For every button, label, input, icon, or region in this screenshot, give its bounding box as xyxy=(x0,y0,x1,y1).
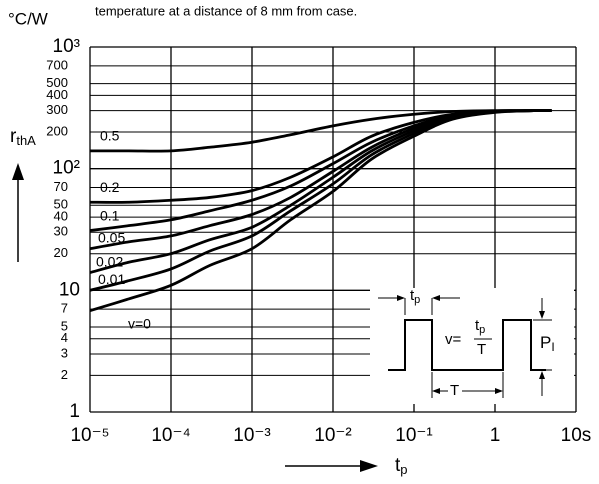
y-tick-label: 70 xyxy=(54,179,68,194)
y-unit: °C/W xyxy=(8,9,48,28)
tp-sub: p xyxy=(414,294,420,306)
t-arrow-head xyxy=(432,388,440,394)
frac-den: T xyxy=(477,341,486,358)
x-tick-label: 1 xyxy=(490,425,501,446)
y-tick-label: 7 xyxy=(61,301,68,316)
y-tick-label: 400 xyxy=(46,87,68,102)
frac-num: tp xyxy=(475,317,485,336)
y-tick-label: 200 xyxy=(46,123,68,138)
frac-num-sub: p xyxy=(479,324,485,336)
p-main: P xyxy=(540,333,551,352)
y-label-sub: thA xyxy=(16,133,36,148)
curve xyxy=(89,109,552,153)
curve-label: 0.1 xyxy=(100,207,120,223)
y-tick-label: 4 xyxy=(61,330,68,345)
y-tick-label: 10³ xyxy=(53,36,80,57)
y-label-main: r xyxy=(10,126,17,147)
x-tick-label: 10s xyxy=(561,425,592,446)
y-tick-label: 5 xyxy=(61,318,68,333)
y-tick-label: 10² xyxy=(53,158,80,179)
x-label-main: t xyxy=(395,455,401,476)
t-label: T xyxy=(450,382,459,399)
curve-label: 0.05 xyxy=(98,229,125,245)
p-arrow-head xyxy=(539,371,545,379)
x-axis-label: tp xyxy=(395,455,408,477)
x-label-sub: p xyxy=(400,462,407,477)
curves: 0.5 0.2 0.1 0.05 0.02 0.01 v=0 xyxy=(89,109,552,331)
y-tick-label: 20 xyxy=(54,245,68,260)
curve-label: 0.01 xyxy=(98,271,125,287)
curve xyxy=(89,109,552,251)
p-arrow-head xyxy=(539,311,545,319)
curve-label: v=0 xyxy=(128,315,151,331)
tp-arrow-head xyxy=(432,295,440,301)
curve xyxy=(89,109,552,313)
p-sub: I xyxy=(551,340,554,354)
y-arrow-head xyxy=(12,163,24,180)
y-tick-label: 500 xyxy=(46,75,68,90)
y-tick-label: 2 xyxy=(61,367,68,382)
y-tick-label: 50 xyxy=(54,197,68,212)
y-tick-label: 300 xyxy=(46,102,68,117)
p-label: PI xyxy=(540,333,555,354)
t-arrow-head xyxy=(495,388,503,394)
y-tick-label: 1 xyxy=(69,401,80,422)
y-tick-label: 40 xyxy=(54,209,68,224)
frac-num-main: t xyxy=(475,317,480,334)
y-tick-label: 30 xyxy=(54,224,68,239)
curve xyxy=(89,109,552,204)
pulse xyxy=(388,319,546,371)
curve-label: 0.2 xyxy=(100,179,120,195)
tp-label: tp xyxy=(410,287,420,306)
v-eq: v= xyxy=(445,331,462,348)
x-tick-label: 10⁻⁴ xyxy=(151,425,190,446)
curve-label: 0.02 xyxy=(96,253,123,269)
y-tick-label: 3 xyxy=(61,345,68,360)
x-tick-label: 10⁻⁵ xyxy=(70,425,109,446)
x-tick-label: 10⁻³ xyxy=(233,425,271,446)
y-tick-label: 700 xyxy=(46,57,68,72)
curve-label: 0.5 xyxy=(100,128,120,144)
x-arrow-head xyxy=(360,460,378,472)
inset: tp v= tp T T PI xyxy=(370,287,574,404)
x-tick-label: 10⁻² xyxy=(314,425,352,446)
tp-main: t xyxy=(410,287,415,304)
x-tick-label: 10⁻¹ xyxy=(395,425,433,446)
annotation: temperature at a distance of 8 mm from c… xyxy=(95,3,357,18)
tp-arrow-head xyxy=(397,295,405,301)
y-axis-label: rthA xyxy=(10,126,36,148)
y-tick-label: 10 xyxy=(59,279,80,300)
